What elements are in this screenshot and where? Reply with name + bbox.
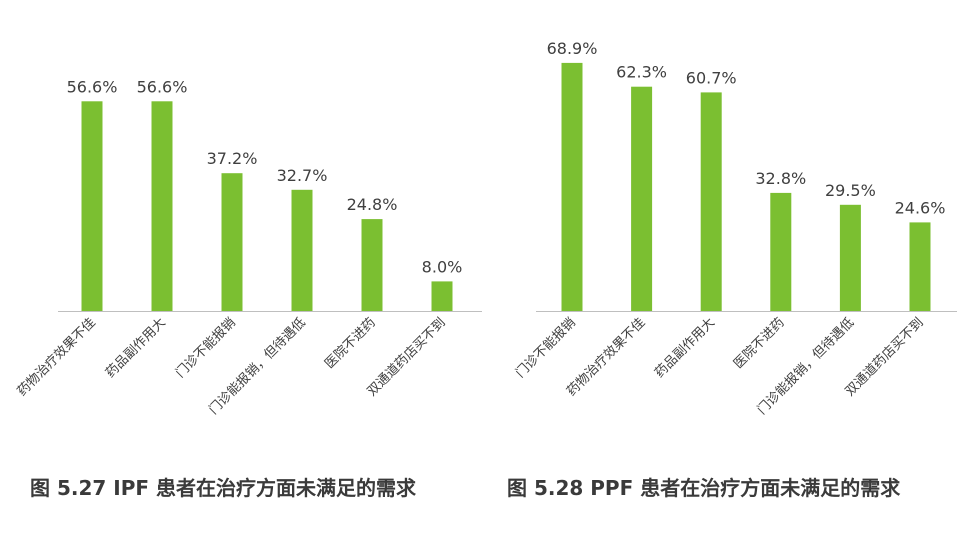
bar bbox=[361, 219, 383, 311]
data-label: 32.7% bbox=[277, 166, 328, 185]
bar bbox=[770, 192, 792, 311]
tick-label: 药品副作用大 bbox=[103, 315, 169, 381]
bar bbox=[839, 204, 861, 311]
data-label: 37.2% bbox=[207, 149, 258, 168]
data-label: 8.0% bbox=[422, 257, 463, 276]
bar bbox=[909, 222, 931, 311]
data-label: 56.6% bbox=[67, 77, 118, 96]
tick-label: 药物治疗效果不佳 bbox=[564, 315, 648, 399]
data-label: 24.8% bbox=[347, 195, 398, 214]
chart-ipf: 56.6% 药物治疗效果不佳 56.6% 药品副作用大 37.2% 门诊不能报销 32.7%… bbox=[15, 77, 482, 418]
bar bbox=[431, 281, 453, 311]
tick-label: 双通道药店买不到 bbox=[365, 315, 449, 399]
bar bbox=[151, 101, 173, 311]
tick-label: 医院不进药 bbox=[731, 315, 788, 372]
data-label: 62.3% bbox=[616, 63, 667, 82]
bar bbox=[221, 173, 243, 311]
bar bbox=[631, 86, 653, 311]
bar bbox=[291, 189, 313, 311]
tick-label: 药品副作用大 bbox=[652, 315, 718, 381]
bar bbox=[700, 92, 722, 312]
figure-caption-ppf: 图 5.28 PPF 患者在治疗方面未满足的需求 bbox=[507, 476, 901, 500]
tick-label: 门诊不能报销 bbox=[173, 315, 239, 381]
bar bbox=[561, 62, 583, 312]
data-label: 29.5% bbox=[825, 181, 876, 200]
figure-caption-ipf: 图 5.27 IPF 患者在治疗方面未满足的需求 bbox=[30, 476, 416, 500]
data-label: 60.7% bbox=[686, 68, 737, 87]
tick-label: 门诊不能报销 bbox=[513, 315, 579, 381]
chart-ppf: 68.9% 门诊不能报销 62.3% 药物治疗效果不佳 60.7% 药品副作用大 32.8%… bbox=[513, 39, 957, 418]
tick-label: 医院不进药 bbox=[322, 315, 379, 372]
data-label: 32.8% bbox=[755, 169, 806, 188]
data-label: 56.6% bbox=[137, 77, 188, 96]
data-label: 68.9% bbox=[547, 39, 598, 58]
bar bbox=[81, 101, 103, 311]
tick-label: 药物治疗效果不佳 bbox=[15, 315, 99, 399]
tick-label: 双通道药店买不到 bbox=[843, 315, 927, 399]
data-label: 24.6% bbox=[895, 198, 946, 217]
